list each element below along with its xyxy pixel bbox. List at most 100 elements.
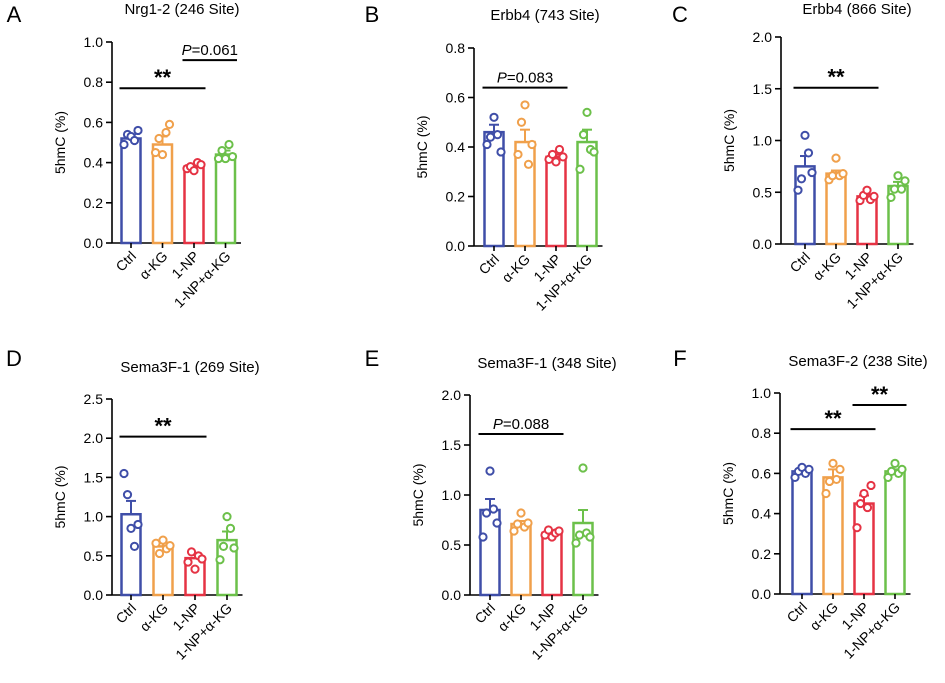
x-tick-label: α-KG bbox=[136, 248, 171, 283]
data-point bbox=[869, 191, 879, 201]
data-point bbox=[578, 130, 589, 140]
data-point bbox=[126, 523, 136, 533]
significance-label: ** bbox=[827, 65, 845, 90]
y-tick-label: 1.5 bbox=[442, 437, 462, 453]
data-point bbox=[589, 147, 599, 157]
data-point bbox=[835, 464, 845, 474]
data-point bbox=[582, 107, 592, 117]
data-point bbox=[222, 512, 232, 522]
data-point bbox=[793, 185, 803, 195]
data-point bbox=[527, 139, 537, 150]
y-tick-label: 0.2 bbox=[446, 189, 466, 205]
y-tick-label: 0.2 bbox=[752, 546, 772, 562]
data-point bbox=[866, 480, 876, 491]
data-point bbox=[190, 564, 200, 574]
data-point bbox=[831, 474, 842, 485]
chart-title: Sema3F-2 (238 Site) bbox=[788, 353, 927, 370]
data-point bbox=[575, 164, 585, 174]
panel-letter: D bbox=[6, 346, 22, 371]
y-axis-label: 5hmC (%) bbox=[52, 111, 68, 174]
significance-label: P=0.088 bbox=[493, 416, 549, 433]
data-point bbox=[158, 535, 168, 545]
y-tick-label: 0.0 bbox=[84, 235, 104, 251]
chart-title: Sema3F-1 (348 Site) bbox=[477, 355, 616, 372]
bar bbox=[541, 531, 563, 597]
y-tick-label: 0.6 bbox=[752, 465, 772, 481]
significance-label: P=0.061 bbox=[182, 42, 238, 59]
y-tick-label: 0.5 bbox=[753, 184, 773, 200]
data-point bbox=[196, 160, 206, 170]
data-point bbox=[804, 464, 814, 474]
data-point bbox=[855, 498, 866, 509]
significance-value: ** bbox=[824, 406, 842, 431]
data-point bbox=[183, 557, 193, 567]
panel-e: E Sema3F-1 (348 Site) 5hmC (%) 0.0 0.5 1.0 1.5… bbox=[365, 346, 617, 663]
data-point bbox=[154, 133, 164, 144]
data-point bbox=[151, 538, 161, 548]
panel-letter: B bbox=[365, 2, 380, 27]
data-point bbox=[122, 490, 133, 500]
y-tick-label: 0.4 bbox=[84, 155, 104, 171]
p-symbol: P bbox=[497, 70, 507, 87]
y-tick-label: 0.8 bbox=[446, 40, 466, 56]
significance-label: ** bbox=[154, 65, 172, 90]
data-point bbox=[578, 463, 588, 473]
y-tick-label: 1.0 bbox=[753, 133, 773, 149]
data-point bbox=[862, 502, 873, 513]
panel-letter: F bbox=[673, 346, 686, 371]
y-tick-label: 0.0 bbox=[446, 238, 466, 254]
bar bbox=[214, 153, 237, 245]
data-point bbox=[571, 538, 581, 548]
data-point bbox=[218, 541, 229, 551]
data-point bbox=[896, 184, 907, 194]
significance-value: ** bbox=[154, 65, 172, 90]
y-tick-label: 1.0 bbox=[752, 385, 772, 401]
p-symbol: P bbox=[493, 416, 503, 433]
panel-a: A Nrg1-2 (246 Site) 5hmC (%) 0.0 0.2 0.4 0.6 0.… bbox=[7, 1, 241, 311]
y-tick-label: 2.5 bbox=[84, 391, 104, 407]
y-axis-label: 5hmC (%) bbox=[721, 109, 737, 172]
y-tick-label: 1.5 bbox=[753, 81, 773, 97]
bar bbox=[151, 143, 174, 245]
y-axis-label: 5hmC (%) bbox=[720, 462, 736, 525]
data-point bbox=[547, 149, 558, 160]
data-point bbox=[154, 548, 165, 559]
panel-b: B Erbb4 (743 Site) 5hmC (%) 0.0 0.2 0.4 0.6 0.8… bbox=[365, 2, 603, 314]
y-tick-label: 0.2 bbox=[84, 195, 104, 211]
data-point bbox=[523, 159, 534, 169]
data-point bbox=[489, 112, 499, 122]
data-point bbox=[520, 100, 530, 110]
data-point bbox=[554, 144, 565, 155]
bar bbox=[120, 137, 142, 245]
y-tick-label: 0.0 bbox=[753, 236, 773, 252]
data-point bbox=[225, 523, 236, 533]
y-tick-label: 2.0 bbox=[84, 430, 104, 446]
data-point bbox=[900, 176, 910, 186]
chart-title: Sema3F-1 (269 Site) bbox=[120, 359, 259, 376]
bar bbox=[576, 140, 598, 248]
y-tick-label: 0.4 bbox=[752, 506, 772, 522]
y-tick-label: 2.0 bbox=[442, 387, 462, 403]
x-tick-label: α-KG bbox=[494, 600, 529, 635]
y-tick-label: 1.0 bbox=[442, 487, 462, 503]
bar bbox=[884, 470, 906, 596]
data-point bbox=[133, 125, 143, 136]
y-tick-label: 0.6 bbox=[84, 114, 104, 130]
chart-title: Nrg1-2 (246 Site) bbox=[124, 1, 239, 18]
y-axis-label: 5hmC (%) bbox=[414, 115, 430, 178]
data-point bbox=[157, 149, 168, 160]
y-tick-label: 1.0 bbox=[84, 34, 104, 50]
data-point bbox=[886, 192, 896, 203]
data-point bbox=[482, 139, 492, 150]
data-point bbox=[859, 488, 869, 499]
significance-value: =0.083 bbox=[507, 70, 553, 87]
data-point bbox=[165, 541, 175, 551]
y-tick-label: 0.5 bbox=[442, 537, 462, 553]
significance-label: ** bbox=[154, 414, 172, 439]
data-point bbox=[492, 130, 503, 140]
data-point bbox=[516, 117, 527, 127]
data-point bbox=[481, 508, 492, 518]
x-tick-label: α-KG bbox=[136, 600, 171, 635]
data-point bbox=[585, 532, 595, 542]
